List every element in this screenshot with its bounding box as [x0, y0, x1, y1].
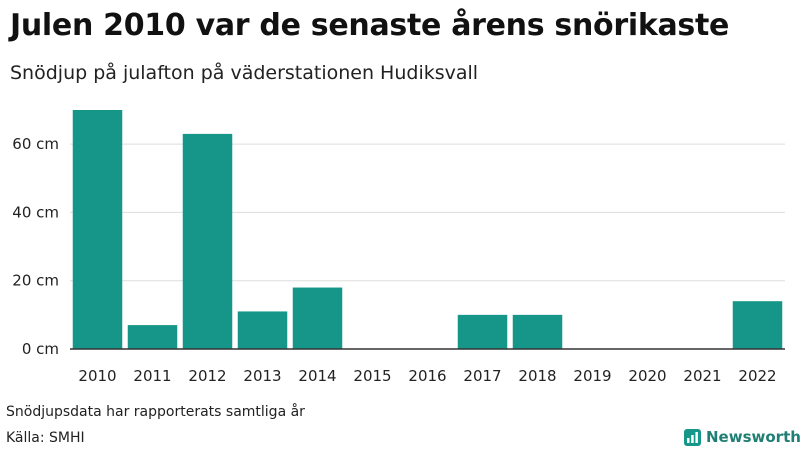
x-tick-label: 2020 — [628, 367, 666, 385]
x-tick-label: 2013 — [243, 367, 281, 385]
brand-logo: Newsworthy — [684, 428, 800, 446]
source-credit: Källa: SMHI — [6, 430, 85, 446]
bar-2013 — [237, 311, 288, 349]
bar-2022 — [732, 301, 783, 349]
x-tick-label: 2022 — [738, 367, 776, 385]
bar-2011 — [127, 325, 178, 349]
chart-title: Julen 2010 var de senaste årens snörikas… — [10, 8, 730, 43]
x-tick-label: 2014 — [298, 367, 336, 385]
bar-2018 — [512, 314, 563, 349]
footnote: Snödjupsdata har rapporterats samtliga å… — [6, 404, 305, 420]
bar-2010 — [72, 110, 123, 349]
x-tick-label: 2011 — [133, 367, 171, 385]
y-tick-label: 20 cm — [12, 272, 59, 290]
bar-2017 — [457, 314, 508, 349]
bar-chart: 0 cm 20 cm 40 cm 60 cm 2010 2011 2012 2013 2014 2… — [12, 110, 785, 385]
x-tick-label: 2010 — [78, 367, 116, 385]
x-tick-label: 2018 — [518, 367, 556, 385]
brand-name: Newsworthy — [706, 428, 800, 446]
y-tick-label: 60 cm — [12, 135, 59, 153]
newsworthy-logo-icon — [684, 428, 701, 446]
x-tick-label: 2012 — [188, 367, 226, 385]
x-tick-label: 2016 — [408, 367, 446, 385]
bar-2012 — [182, 133, 233, 349]
x-tick-label: 2017 — [463, 367, 501, 385]
x-tick-label: 2019 — [573, 367, 611, 385]
x-tick-label: 2015 — [353, 367, 391, 385]
x-tick-label: 2021 — [683, 367, 721, 385]
chart-subtitle: Snödjup på julafton på väderstationen Hu… — [10, 62, 479, 84]
y-tick-label: 0 cm — [22, 340, 59, 358]
bar-2014 — [292, 287, 343, 349]
y-tick-label: 40 cm — [12, 203, 59, 221]
